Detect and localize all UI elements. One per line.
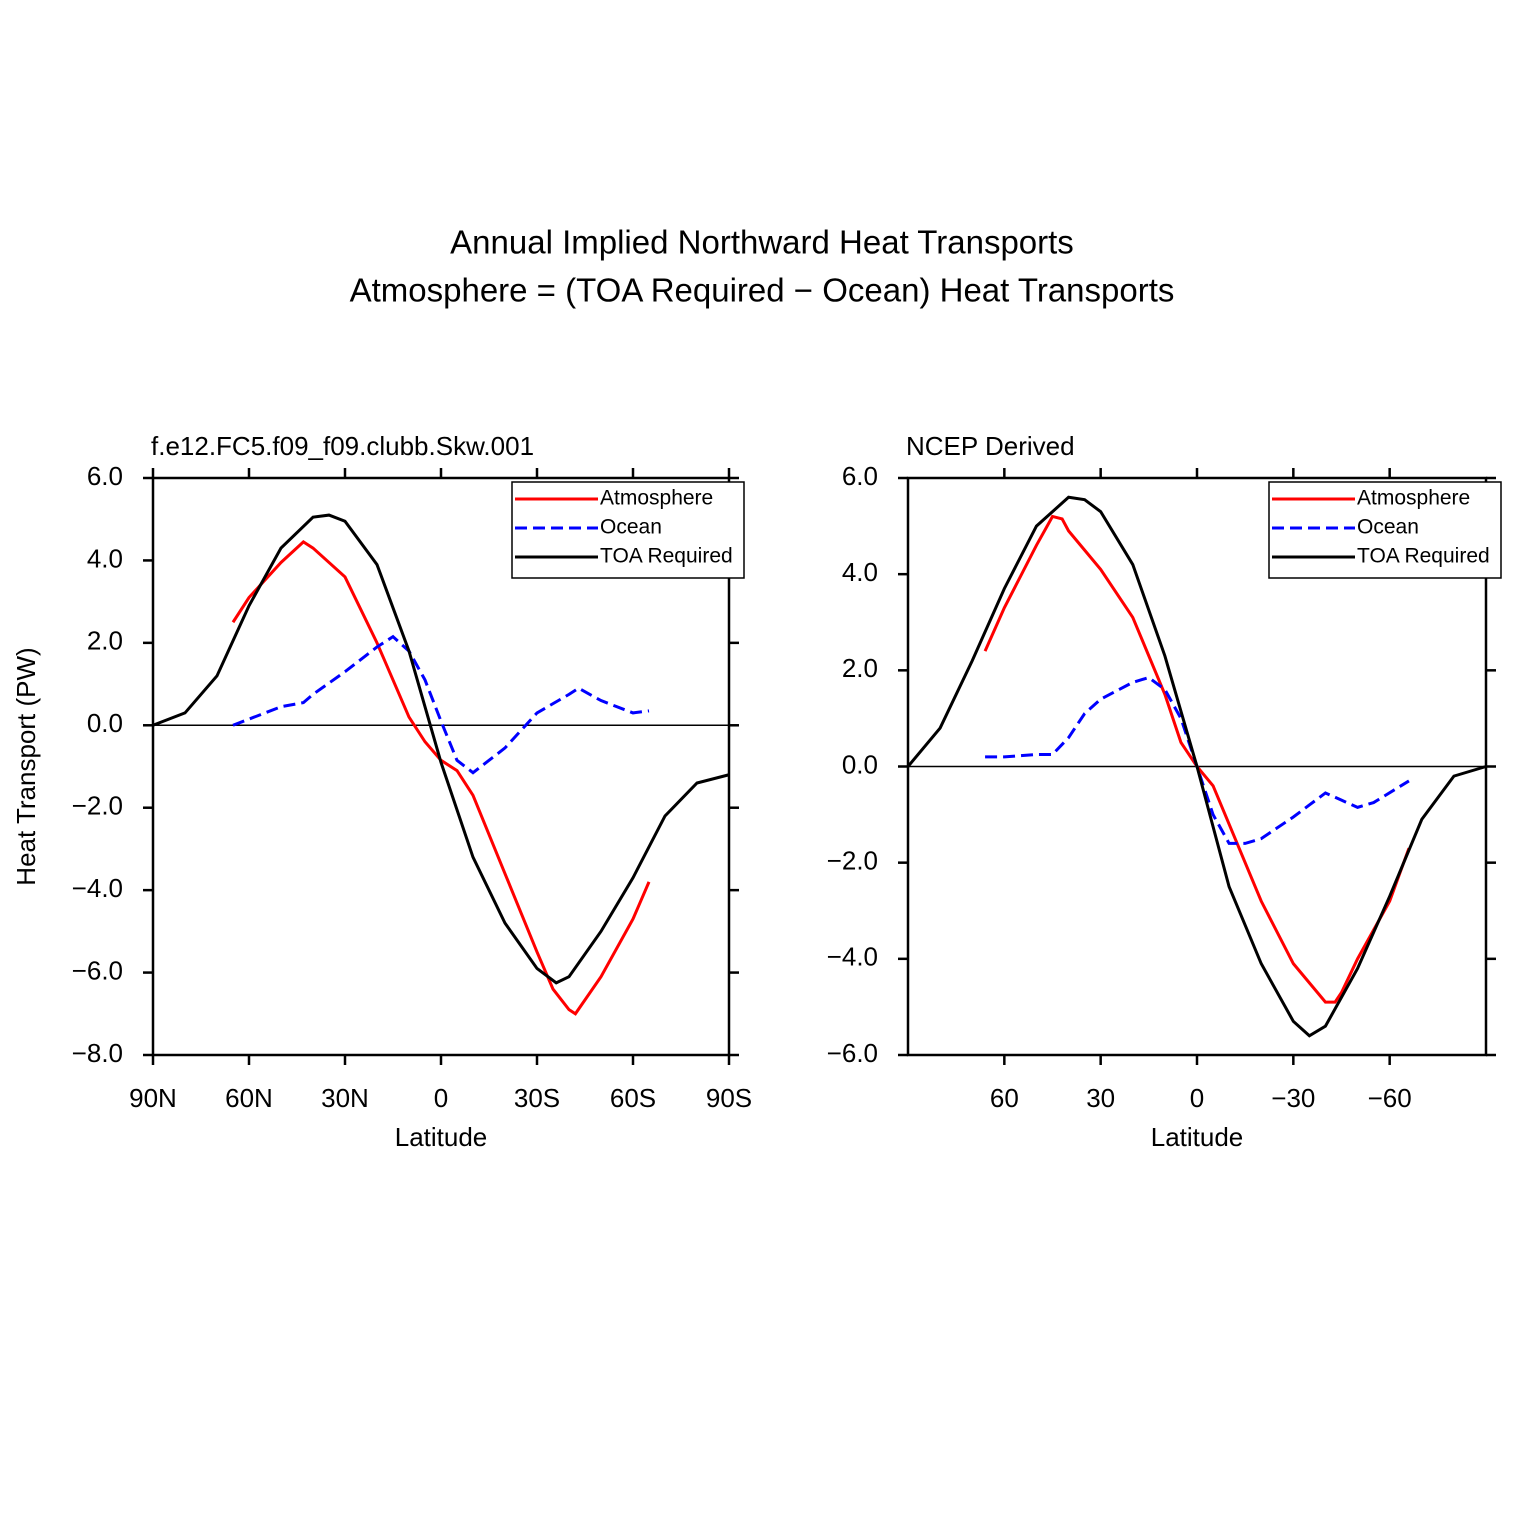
y-tick-label: 4.0 <box>842 557 878 587</box>
y-tick-label: 0.0 <box>842 749 878 779</box>
y-tick-label: −4.0 <box>72 873 123 903</box>
plot-frame <box>151 476 731 1057</box>
y-tick-label: −2.0 <box>72 791 123 821</box>
data-line <box>231 539 651 1016</box>
y-tick-label: −4.0 <box>827 942 878 972</box>
data-line <box>983 514 1411 1004</box>
x-tick-label: −30 <box>1271 1083 1315 1113</box>
y-tick-label: 0.0 <box>87 708 123 738</box>
legend-label: TOA Required <box>1357 545 1490 568</box>
x-tick-label: 30N <box>321 1083 369 1113</box>
y-tick-label: 6.0 <box>87 461 123 491</box>
legend-label: Atmosphere <box>1357 487 1470 510</box>
y-tick-label: −6.0 <box>72 955 123 985</box>
y-tick-label: −6.0 <box>827 1038 878 1068</box>
y-tick-label: −2.0 <box>827 846 878 876</box>
y-tick-label: 2.0 <box>842 653 878 683</box>
x-tick-label: 30S <box>514 1083 560 1113</box>
legend-label: Ocean <box>600 516 662 539</box>
data-line <box>906 495 1487 1038</box>
subtitle: NCEP Derived <box>906 431 1075 461</box>
data-line <box>152 513 730 985</box>
x-axis-label: Latitude <box>1151 1122 1244 1152</box>
x-tick-label: −60 <box>1368 1083 1412 1113</box>
subtitle: f.e12.FC5.f09_f09.clubb.Skw.001 <box>151 431 534 461</box>
y-tick-label: 2.0 <box>87 626 123 656</box>
x-tick-label: 60 <box>990 1083 1019 1113</box>
title: Annual Implied Northward Heat Transports <box>450 224 1074 261</box>
plot-frame <box>906 476 1488 1057</box>
data-line <box>985 675 1410 845</box>
y-tick-label: −8.0 <box>72 1038 123 1068</box>
x-tick-label: 30 <box>1086 1083 1115 1113</box>
y-axis-label: Heat Transport (PW) <box>11 647 41 885</box>
x-tick-label: 60N <box>225 1083 273 1113</box>
y-tick-label: 6.0 <box>842 461 878 491</box>
x-tick-label: 60S <box>610 1083 656 1113</box>
y-tick-label: 4.0 <box>87 543 123 573</box>
data-line <box>232 634 650 775</box>
title: Atmosphere = (TOA Required − Ocean) Heat… <box>350 272 1175 309</box>
legend-label: TOA Required <box>600 545 733 568</box>
x-tick-label: 0 <box>1190 1083 1204 1113</box>
x-tick-label: 90S <box>706 1083 752 1113</box>
x-axis-label: Latitude <box>395 1122 488 1152</box>
legend-label: Ocean <box>1357 516 1419 539</box>
x-tick-label: 90N <box>129 1083 177 1113</box>
legend-label: Atmosphere <box>600 487 713 510</box>
x-tick-label: 0 <box>434 1083 448 1113</box>
